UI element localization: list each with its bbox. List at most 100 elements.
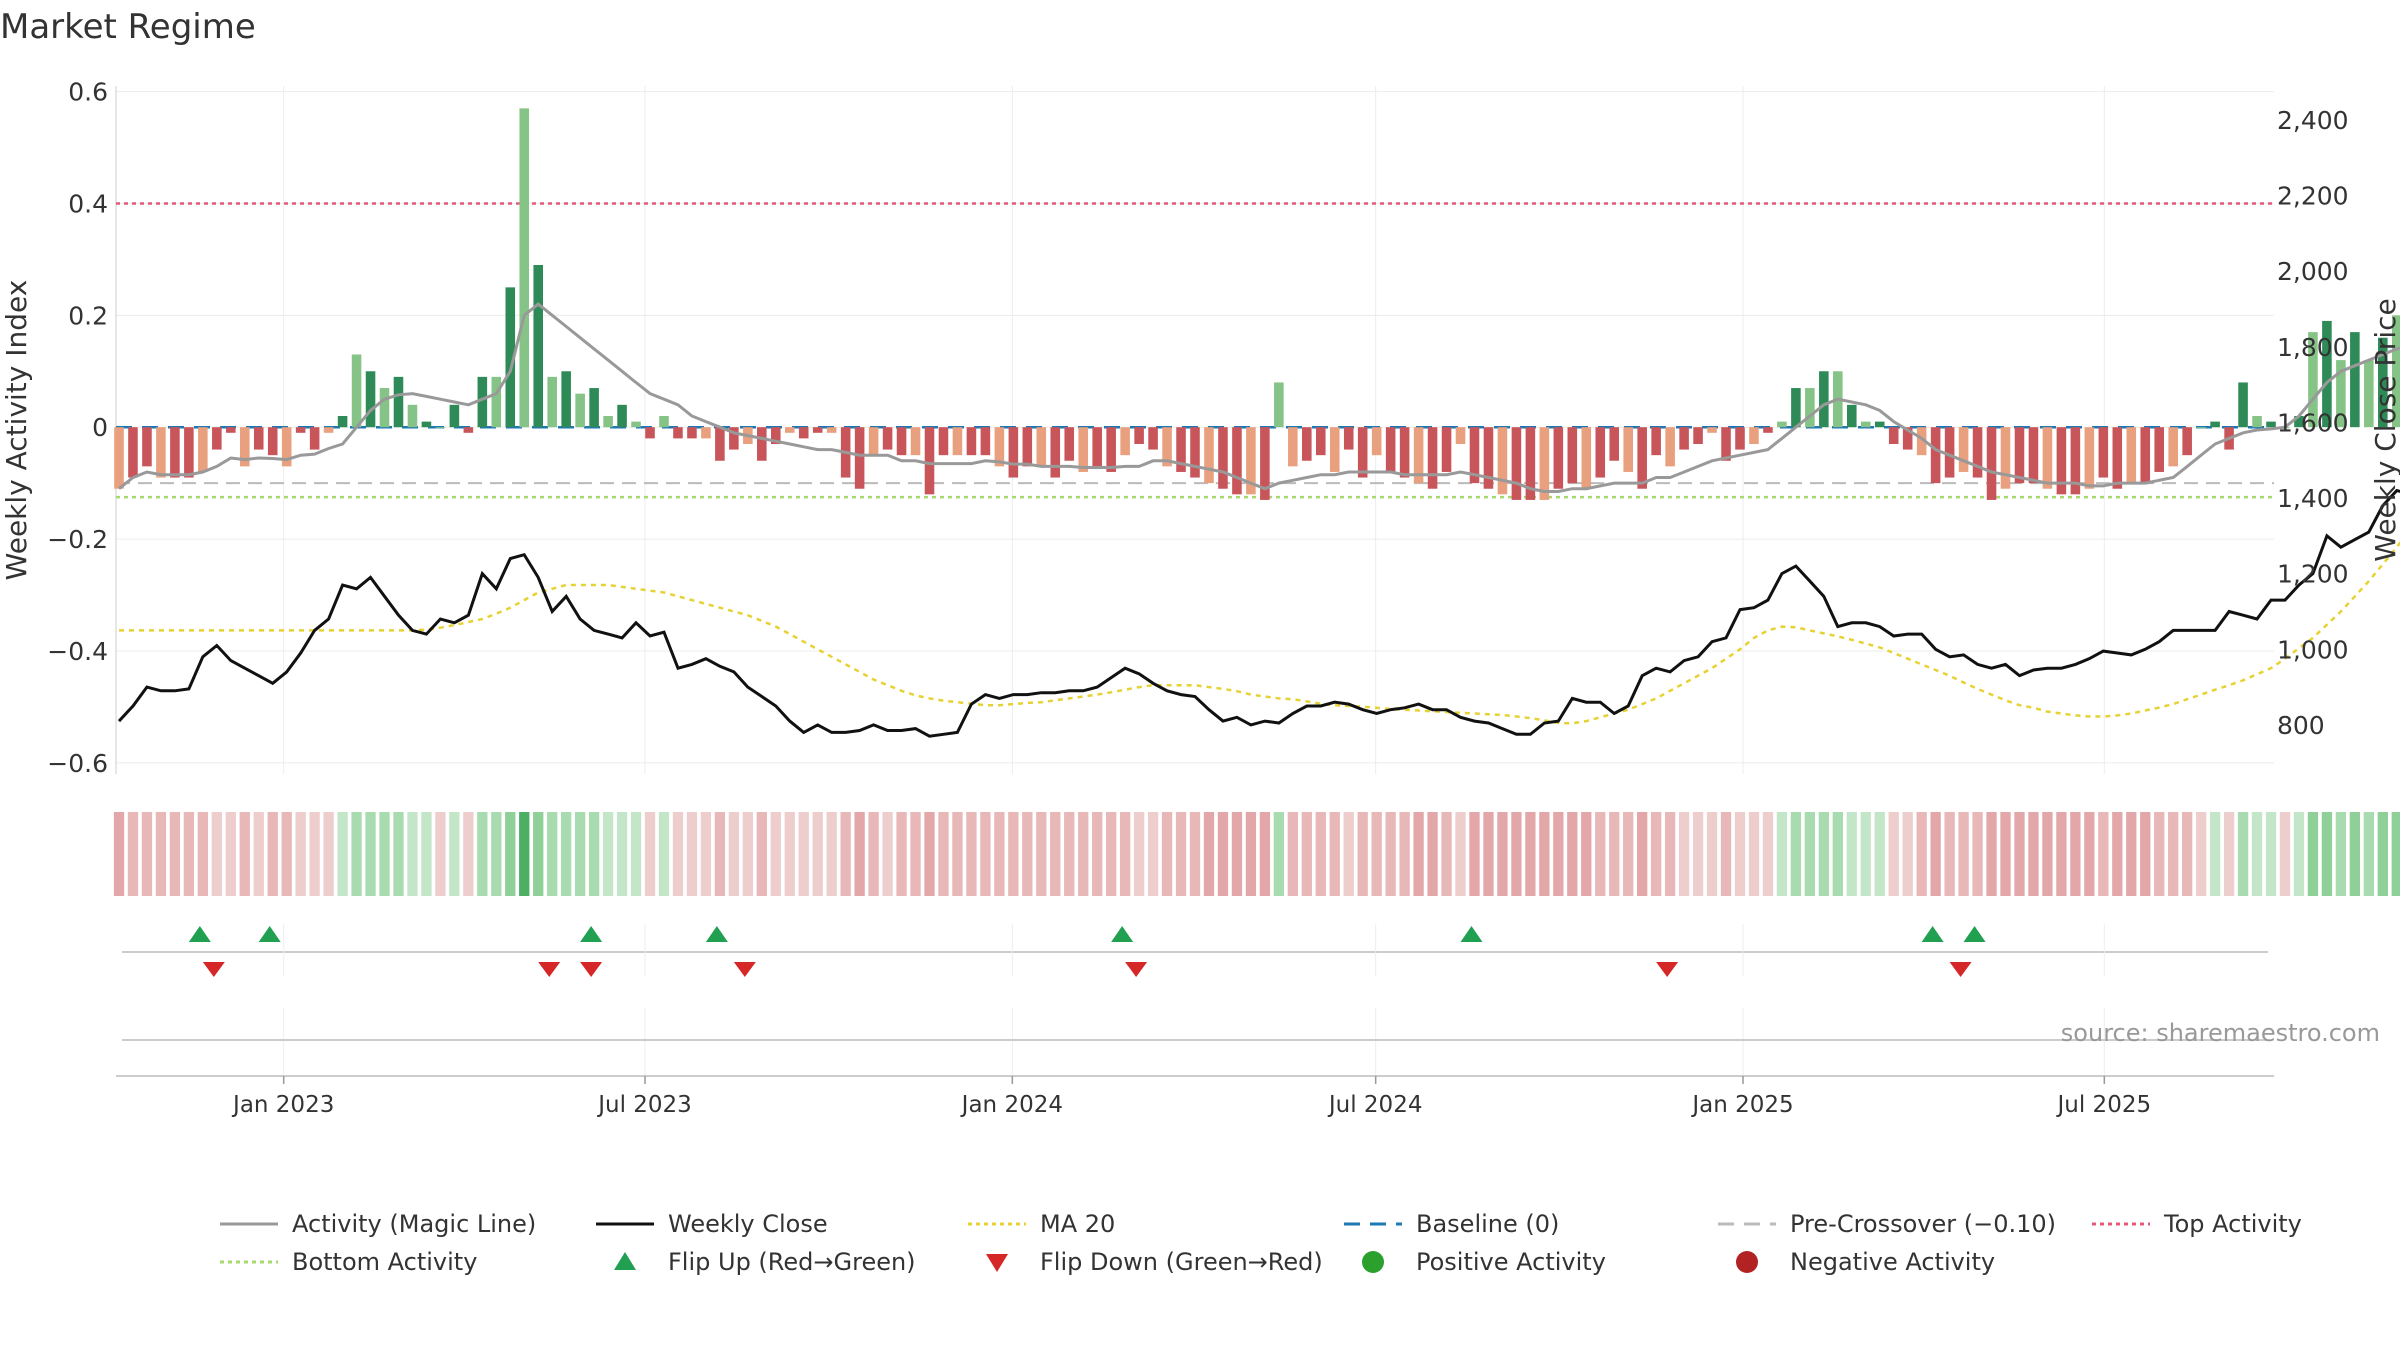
activity-bar bbox=[1902, 427, 1913, 450]
activity-bar bbox=[281, 427, 292, 467]
heat-strip-cell bbox=[435, 812, 446, 896]
activity-bar bbox=[239, 427, 250, 467]
heat-strip-cell bbox=[686, 812, 698, 896]
flip-up-marker bbox=[580, 926, 603, 942]
activity-bar bbox=[1204, 427, 1214, 484]
heat-strip-cell bbox=[2195, 812, 2207, 896]
heat-strip-cell bbox=[2070, 812, 2081, 896]
heat-strip-cell bbox=[2042, 812, 2053, 896]
activity-bar bbox=[617, 404, 627, 428]
heat-strip-cell bbox=[854, 812, 865, 896]
heat-strip-cell bbox=[1888, 812, 1899, 896]
activity-bar bbox=[1288, 427, 1298, 467]
heat-strip-cell bbox=[1147, 812, 1159, 896]
heat-strip-cell bbox=[477, 812, 488, 896]
y2-tick-label: 1,800 bbox=[2277, 333, 2349, 362]
activity-bar bbox=[1092, 427, 1102, 467]
heat-strip-cell bbox=[826, 812, 837, 896]
heat-strip-cell bbox=[1371, 812, 1382, 896]
activity-bar bbox=[1972, 427, 1983, 478]
heat-strip-cell bbox=[309, 812, 320, 896]
heat-strip-cell bbox=[644, 812, 656, 896]
activity-bar bbox=[491, 376, 502, 428]
activity-bar bbox=[1008, 427, 1019, 478]
activity-bar bbox=[1106, 427, 1116, 472]
series-lines bbox=[117, 302, 2400, 738]
heat-strip-cell bbox=[295, 812, 306, 896]
activity-bar bbox=[1246, 427, 1256, 495]
activity-bar bbox=[1148, 427, 1158, 450]
activity-bar bbox=[1847, 404, 1857, 428]
x-tick-label: Jul 2025 bbox=[2056, 1092, 2152, 1118]
heat-strip-cell bbox=[1245, 812, 1257, 896]
regime-heat-strip bbox=[113, 812, 2400, 896]
activity-bar bbox=[1218, 427, 1228, 489]
activity-bar bbox=[1385, 427, 1396, 472]
heat-strip-cell bbox=[1874, 812, 1885, 896]
activity-bar bbox=[2210, 421, 2220, 428]
activity-bar bbox=[337, 416, 348, 428]
activity-bar bbox=[2182, 427, 2192, 456]
activity-bar bbox=[924, 427, 935, 495]
heat-strip-cell bbox=[1525, 812, 1536, 896]
heat-strip-cell bbox=[1469, 812, 1480, 896]
activity-bar bbox=[687, 427, 697, 439]
legend-label: Weekly Close bbox=[668, 1210, 828, 1238]
activity-bar bbox=[575, 393, 585, 428]
heat-strip-cell bbox=[770, 812, 781, 896]
activity-bar bbox=[2196, 427, 2206, 429]
magic-line bbox=[118, 302, 2400, 493]
activity-bar bbox=[1469, 427, 1480, 484]
activity-bar bbox=[547, 376, 557, 428]
activity-bar bbox=[1078, 427, 1088, 472]
activity-bar bbox=[1581, 427, 1592, 489]
activity-bar bbox=[295, 427, 306, 433]
legend-item: Activity (Magic Line) bbox=[220, 1210, 536, 1238]
activity-bar bbox=[1805, 388, 1815, 428]
activity-bar bbox=[2014, 427, 2025, 484]
legend-item: Flip Up (Red→Green) bbox=[614, 1248, 916, 1276]
heat-strip-cell bbox=[197, 812, 208, 896]
activity-bar bbox=[198, 427, 208, 472]
flip-down-marker bbox=[1656, 962, 1679, 977]
activity-bar bbox=[1427, 427, 1438, 489]
activity-bar bbox=[1763, 427, 1773, 433]
flip-down-marker bbox=[1949, 962, 1972, 977]
y2-tick-label: 2,400 bbox=[2277, 106, 2349, 135]
heat-strip-cell bbox=[1664, 812, 1676, 896]
activity-bar bbox=[1483, 427, 1494, 489]
legend-label: Negative Activity bbox=[1790, 1248, 1995, 1276]
activity-bar bbox=[1232, 427, 1242, 495]
activity-bar bbox=[379, 388, 390, 428]
heat-strip-cell bbox=[1651, 812, 1662, 896]
activity-bar bbox=[2350, 332, 2360, 428]
ma20-line bbox=[119, 540, 2400, 725]
heat-strip-cell bbox=[2028, 812, 2039, 896]
heat-strip-cell bbox=[407, 812, 418, 896]
heat-strip-cell bbox=[574, 812, 586, 896]
activity-bar bbox=[2070, 427, 2081, 495]
activity-bar bbox=[729, 427, 739, 450]
heat-strip-cell bbox=[1776, 812, 1788, 896]
flip-up-marker bbox=[1963, 926, 1986, 942]
activity-bar bbox=[2252, 416, 2262, 428]
heat-strip-cell bbox=[1315, 812, 1326, 896]
heat-strip-cell bbox=[658, 812, 670, 896]
activity-bar bbox=[1958, 427, 1969, 472]
heat-strip-cell bbox=[588, 812, 600, 896]
heat-strip-cell bbox=[1161, 812, 1173, 896]
heat-strip-cell bbox=[169, 812, 181, 896]
y2-tick-label: 1,000 bbox=[2277, 635, 2349, 664]
activity-bar bbox=[2140, 427, 2151, 484]
activity-bar bbox=[631, 421, 641, 428]
heat-strip-cell bbox=[1217, 812, 1229, 896]
activity-bar bbox=[435, 427, 446, 429]
activity-bar bbox=[449, 404, 460, 428]
activity-bar bbox=[2168, 427, 2178, 467]
activity-bars bbox=[114, 108, 2400, 500]
activity-bar bbox=[784, 427, 795, 433]
heat-strip-cell bbox=[1203, 812, 1215, 896]
heat-strip-cell bbox=[2391, 812, 2400, 896]
legend-label: Top Activity bbox=[2163, 1210, 2302, 1238]
heat-strip-cell bbox=[1385, 812, 1396, 896]
